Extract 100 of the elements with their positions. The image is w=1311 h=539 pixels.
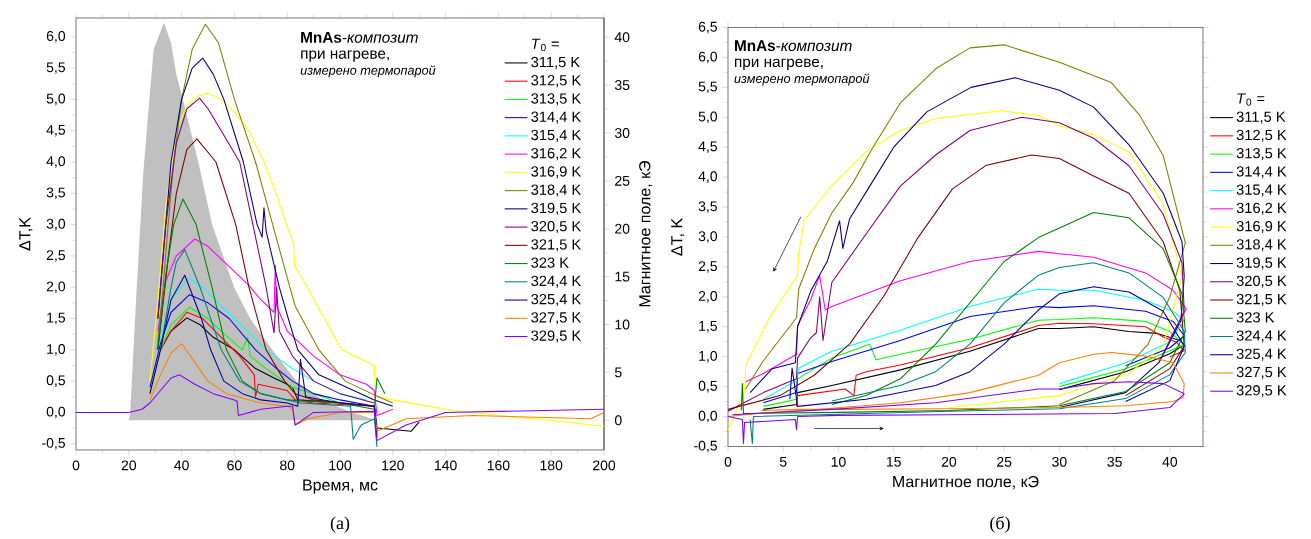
legend-label: 327,5 K <box>1236 366 1287 379</box>
y-tick-label: 1,5 <box>699 321 718 333</box>
x-tick-label: 0 <box>724 456 732 467</box>
x-tick-label: 100 <box>329 460 352 471</box>
x-tick-label: 200 <box>593 460 616 471</box>
y-tick-label: 4,5 <box>46 124 66 137</box>
y-tick-label: 0,5 <box>46 375 66 387</box>
legend-label: 313,5 K <box>1236 147 1287 161</box>
y-tick-label: 6,0 <box>698 51 718 64</box>
y2-tick-label: 25 <box>615 175 630 186</box>
legend-label: 315,4 K <box>531 129 582 142</box>
y-tick-label: 5,5 <box>46 62 66 74</box>
y2-tick-label: 0 <box>614 415 622 426</box>
x-tick-label: 180 <box>540 460 563 471</box>
y-tick-label: 3,5 <box>698 201 718 213</box>
y2-tick-label: 5 <box>614 367 622 378</box>
y-tick-label: 2,0 <box>46 281 66 293</box>
x-tick-label: 5 <box>779 456 787 467</box>
legend-label: 320,5 K <box>1236 275 1287 288</box>
y-tick-label: 0,0 <box>46 406 66 419</box>
y-tick-label: 5,0 <box>46 93 66 106</box>
line-series <box>159 274 378 439</box>
y2-tick-label: 20 <box>615 223 630 234</box>
y-tick-label: 2,5 <box>46 250 66 262</box>
x-tick-label: 60 <box>227 460 242 471</box>
legend-label: 316,9 K <box>531 166 582 179</box>
x-tick-label: 15 <box>886 456 901 467</box>
x-tick-label: 30 <box>1052 456 1067 467</box>
y2-tick-label: 10 <box>615 319 630 330</box>
legend-label: 324,4 K <box>1236 330 1287 343</box>
line-series <box>728 351 1185 418</box>
y-tick-label: 3,5 <box>46 187 66 200</box>
annotation: при нагреве, <box>301 50 389 62</box>
legend-label: 324,4 K <box>531 275 582 288</box>
y2-tick-label: 30 <box>614 127 630 138</box>
y-tick-label: 4,0 <box>698 171 718 183</box>
y2-tick-label: 15 <box>615 271 630 282</box>
legend-label: 321,5 K <box>1236 293 1287 307</box>
legend-label: 321,5 K <box>531 239 582 252</box>
y-tick-label: 1,0 <box>47 344 66 356</box>
text: (а) <box>330 516 350 533</box>
y-tick-label: 2,5 <box>698 261 718 273</box>
x-tick-label: 35 <box>1107 456 1122 467</box>
x-tick-label: 120 <box>382 460 404 471</box>
y2-tick-label: 35 <box>614 80 630 91</box>
x-axis-title: Время, мс <box>303 479 378 494</box>
x-tick-label: 10 <box>831 456 846 467</box>
legend-label: 327,5 K <box>531 312 582 325</box>
legend-label: 323 K <box>1236 312 1275 323</box>
x-tick-label: 140 <box>435 460 457 471</box>
legend-label: 313,5 K <box>531 93 582 106</box>
legend-label: 316,2 K <box>531 148 582 161</box>
y-tick-label: 0,0 <box>698 410 718 423</box>
y2-axis-title: Магнитное поле, кЭ <box>639 160 653 307</box>
annotation: измерено термопарой <box>734 73 870 86</box>
legend-label: 312,5 K <box>1236 129 1287 142</box>
line-series <box>749 262 1186 445</box>
legend-title: T$_{0}$ = <box>531 38 559 52</box>
legend-label: 312,5 K <box>531 75 582 88</box>
y-tick-label: 5,5 <box>698 81 718 94</box>
y-axis-title: ΔT,K <box>19 217 33 251</box>
x-tick-label: 0 <box>72 460 80 471</box>
legend-label: 329,5 K <box>1236 385 1287 398</box>
y-tick-label: 4,0 <box>46 156 66 168</box>
y-axis-title: ΔT, K <box>671 218 685 256</box>
y-tick-label: 3,0 <box>698 231 718 243</box>
legend-label: 311,5 K <box>1236 111 1286 124</box>
annotation: при нагреве, <box>735 58 823 71</box>
x-tick-label: 25 <box>997 456 1012 467</box>
x-tick-label: 80 <box>280 460 295 471</box>
legend-label: 320,5 K <box>531 220 582 234</box>
legend-label: 325,4 K <box>531 293 582 307</box>
legend-label: 318,4 K <box>1236 239 1287 252</box>
line-series <box>157 198 386 410</box>
x-tick-label: 20 <box>941 456 957 467</box>
legend-label: 314,4 K <box>531 111 582 124</box>
y-tick-label: 2,0 <box>698 291 718 303</box>
legend-label: 315,4 K <box>1236 184 1287 197</box>
x-tick-label: 160 <box>487 460 510 471</box>
y-tick-label: -0,5 <box>694 440 718 453</box>
legend-label: 329,5 K <box>531 330 582 343</box>
x-axis-title: Магнитное поле, кЭ <box>893 475 1039 490</box>
legend-label: 314,4 K <box>1236 166 1287 179</box>
legend-label: 316,9 K <box>1236 220 1287 234</box>
legend-label: 323 K <box>531 257 569 268</box>
legend-label: 311,5 K <box>531 56 580 69</box>
y-tick-label: 0,5 <box>698 380 718 393</box>
line-series <box>728 381 1185 445</box>
x-tick-label: 40 <box>174 460 189 471</box>
annotation: измерено термопарой <box>300 65 436 78</box>
y-tick-label: 3,0 <box>46 218 66 231</box>
legend-label: 319,5 K <box>531 202 582 215</box>
y-tick-label: 6,0 <box>46 31 66 43</box>
line-series <box>159 249 378 448</box>
line-series <box>149 92 605 427</box>
y-tick-label: 4,5 <box>698 141 718 153</box>
y-tick-label: 1,0 <box>699 350 718 363</box>
legend-title: T$_{0}$ = <box>1237 93 1265 106</box>
annotation: MnAs-композит <box>301 32 418 43</box>
annotation: MnAs-композит <box>734 40 852 52</box>
